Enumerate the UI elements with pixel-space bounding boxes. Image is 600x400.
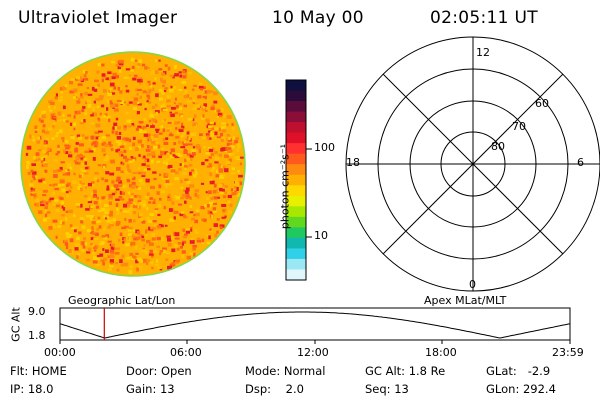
mlt-label-0: 0: [469, 278, 476, 291]
date-readout: 10 May 00: [272, 8, 364, 28]
time-readout: 02:05:11 UT: [430, 8, 538, 28]
time-tick-0600: 06:00: [170, 346, 202, 359]
mlt-label-12: 12: [476, 46, 490, 59]
time-tick-1800: 18:00: [425, 346, 457, 359]
geographic-caption: Geographic Lat/Lon: [68, 294, 176, 307]
status-gain: Gain: 13: [126, 382, 175, 396]
colorbar-tick-100: 100: [314, 141, 335, 154]
status-door: Door: Open: [126, 364, 192, 378]
altitude-tick-min: 1.8: [28, 329, 46, 342]
lat-label-60: 60: [535, 97, 549, 110]
altitude-panel: [59, 307, 571, 344]
status-gc-alt: GC Alt: 1.8 Re: [365, 364, 446, 378]
status-dsp: Dsp: 2.0: [245, 382, 304, 396]
status-mode: Mode: Normal: [245, 364, 326, 378]
time-tick-1200: 12:00: [297, 346, 329, 359]
altitude-tick-max: 9.0: [28, 305, 46, 318]
colorbar-tick-10: 10: [314, 229, 328, 242]
altitude-axis-label: GC Alt: [9, 307, 23, 342]
status-glat: GLat: -2.9: [486, 364, 551, 378]
app-title: Ultraviolet Imager: [18, 8, 178, 28]
uv-image-disc: [20, 51, 246, 277]
lat-label-80: 80: [491, 140, 505, 153]
mlt-label-18: 18: [346, 156, 360, 169]
mlt-label-6: 6: [577, 156, 584, 169]
time-tick-2359: 23:59: [552, 346, 584, 359]
colorbar: [285, 79, 312, 281]
status-seq: Seq: 13: [365, 382, 409, 396]
apex-caption: Apex MLat/MLT: [424, 294, 507, 307]
status-ip: IP: 18.0: [10, 382, 54, 396]
status-flight: Flt: HOME: [10, 364, 67, 378]
colorbar-unit-label: photon cm⁻²s⁻¹: [278, 143, 292, 230]
lat-label-70: 70: [512, 120, 526, 133]
time-tick-0000: 00:00: [44, 346, 76, 359]
polar-grid: [345, 36, 600, 292]
status-glon: GLon: 292.4: [486, 382, 556, 396]
